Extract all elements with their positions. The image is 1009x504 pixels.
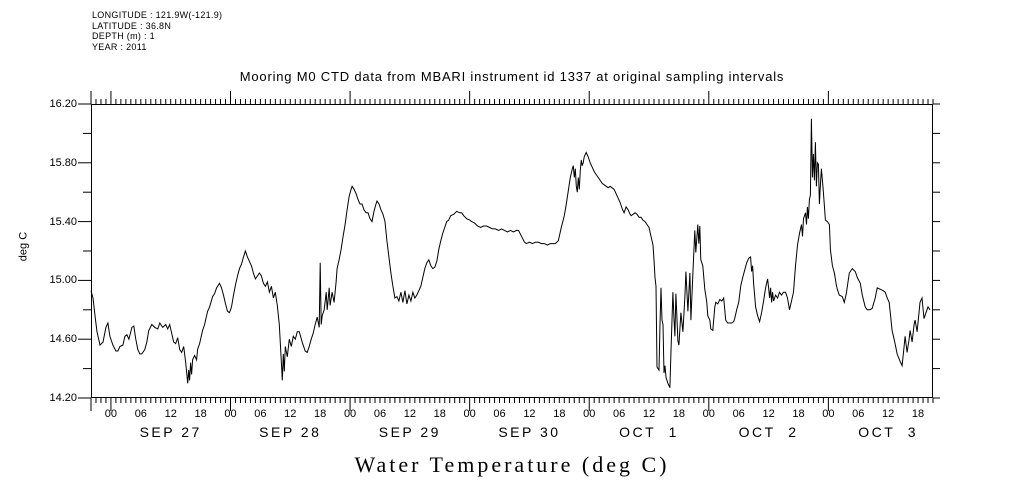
x-hour-tick-label: 00 [104,408,118,420]
x-day-label: SEP 30 [498,424,561,440]
y-tick-label: 15.40 [49,215,77,228]
x-hour-tick-label: 00 [463,408,476,420]
x-day-label: SEP 27 [139,424,202,440]
x-hour-tick-label: 06 [612,408,626,420]
x-hour-tick-label: 12 [642,408,656,420]
x-hour-tick-label: 00 [822,408,835,420]
plot-frame [91,104,933,398]
x-hour-tick-label: 06 [134,408,147,420]
metadata-depth: DEPTH (m) : 1 [92,31,155,41]
x-hour-tick-label: 00 [224,408,237,420]
metadata-year: YEAR : 2011 [92,41,147,52]
y-tick-label: 14.60 [49,333,77,346]
x-day-label: OCT 1 [619,424,679,440]
x-hour-tick-label: 12 [164,408,177,420]
x-day-label: SEP 29 [378,424,441,440]
metadata-longitude: LONGITUDE : 121.9W(-121.9) [92,10,223,20]
x-hour-tick-label: 12 [403,408,416,420]
x-hour-tick-label: 06 [493,408,506,420]
chart-caption: Water Temperature (deg C) [354,452,670,477]
metadata-latitude: LATITUDE : 36.8N [92,20,172,31]
x-hour-tick-label: 06 [852,408,865,420]
x-hour-tick-label: 00 [583,408,596,420]
x-hour-tick-label: 12 [523,408,536,420]
y-tick-label: 15.00 [49,274,77,287]
x-day-label: OCT 3 [858,424,919,440]
water-temperature-series [90,118,931,388]
x-hour-tick-label: 06 [373,408,387,420]
x-hour-tick-label: 18 [433,408,446,420]
x-hour-tick-label: 18 [792,408,805,420]
x-hour-tick-label: 00 [343,408,357,420]
x-hour-tick-label: 18 [553,408,566,420]
x-hour-tick-label: 18 [911,408,925,420]
x-day-label: OCT 2 [738,424,799,440]
temperature-line-chart [78,91,940,411]
x-hour-tick-label: 18 [672,408,686,420]
x-hour-tick-label: 12 [284,408,297,420]
x-hour-tick-label: 18 [314,408,327,420]
x-hour-tick-label: 06 [254,408,267,420]
plot-title: Mooring M0 CTD data from MBARI instrumen… [239,69,785,84]
y-tick-label: 16.20 [49,98,77,110]
x-hour-tick-label: 12 [882,408,895,420]
x-hour-tick-label: 18 [194,408,207,420]
x-day-label: SEP 28 [259,424,322,440]
x-hour-tick-label: 12 [762,408,775,420]
x-hour-tick-label: 00 [702,408,715,420]
y-tick-label: 14.20 [49,392,77,404]
y-tick-label: 15.80 [49,156,77,169]
plot-area [78,91,940,411]
metadata-block: LONGITUDE : 121.9W(-121.9) LATITUDE : 36… [92,10,222,52]
x-hour-tick-label: 06 [732,408,745,420]
